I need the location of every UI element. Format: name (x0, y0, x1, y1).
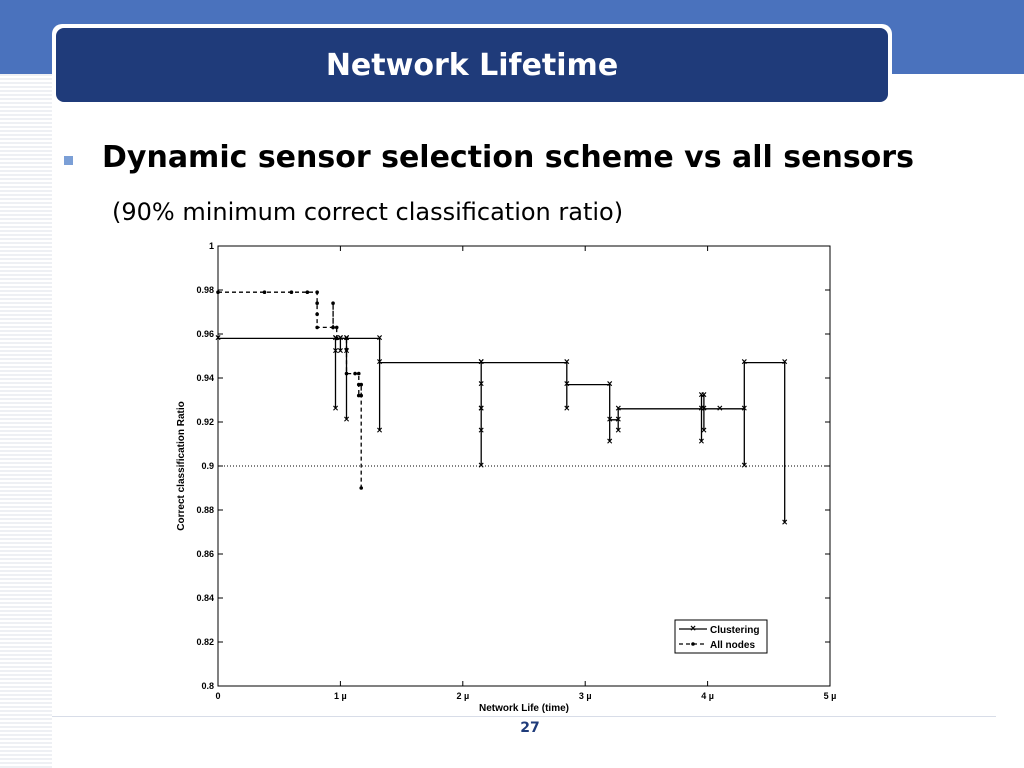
data-point-clustering: × (701, 390, 707, 401)
data-point-all-nodes (359, 486, 364, 490)
data-point-clustering: × (741, 461, 747, 472)
x-tick-label: 1 µ (334, 691, 347, 701)
data-point-clustering: × (377, 333, 383, 344)
data-point-clustering: × (215, 333, 221, 344)
y-tick-label: 1 (209, 241, 214, 251)
slide-title: Network Lifetime (325, 47, 619, 83)
data-point-clustering: × (564, 403, 570, 414)
data-point-clustering: × (478, 425, 484, 436)
data-point-clustering: × (333, 346, 339, 357)
y-tick-label: 0.94 (196, 373, 214, 383)
data-point-clustering: × (478, 357, 484, 368)
data-point-all-nodes (315, 312, 319, 316)
data-point-all-nodes (216, 290, 220, 294)
data-point-all-nodes (344, 371, 349, 376)
title-bar: Network Lifetime (56, 28, 888, 102)
x-tick-label: 5 µ (824, 691, 837, 701)
data-point-clustering: × (699, 390, 705, 401)
data-point-clustering: × (782, 518, 788, 529)
series-layer: ××××××××××××××××××××××××××××××××××××××××… (215, 290, 788, 529)
data-point-all-nodes (334, 336, 339, 341)
data-point-clustering: × (377, 425, 383, 436)
data-point-all-nodes (315, 290, 319, 294)
y-tick-label: 0.9 (201, 461, 214, 471)
data-point-clustering: × (333, 403, 339, 414)
data-point-all-nodes (344, 347, 349, 352)
data-point-clustering: × (337, 346, 343, 357)
x-tick-label: 3 µ (579, 691, 592, 701)
x-axis-title: Network Life (time) (479, 703, 569, 714)
x-tick-label: 0 (215, 691, 220, 701)
data-point-all-nodes (353, 371, 357, 376)
y-tick-label: 0.82 (196, 637, 214, 647)
legend-label-all-nodes: All nodes (710, 640, 755, 651)
y-tick-label: 0.8 (201, 681, 214, 691)
legend-marker-all-nodes (691, 642, 695, 646)
data-point-all-nodes (305, 290, 310, 294)
legend-label-clustering: Clustering (710, 625, 759, 636)
data-point-clustering: × (607, 379, 613, 390)
data-point-clustering: × (782, 357, 788, 368)
data-point-clustering: × (701, 425, 707, 436)
data-point-all-nodes (315, 325, 319, 330)
chart: 0 1 µ 2 µ 3 µ 4 µ 5 µ 0.8 0.82 0.84 0.86 0.88 0.9 0.… (176, 241, 836, 714)
data-point-clustering: × (344, 346, 350, 357)
data-point-clustering: × (701, 403, 707, 414)
data-point-clustering: × (741, 357, 747, 368)
y-tick-label: 0.86 (196, 549, 214, 559)
left-stripes (0, 74, 52, 768)
data-point-clustering: × (478, 379, 484, 390)
slide-subheading: (90% minimum correct classification rati… (112, 198, 624, 226)
data-point-clustering: × (717, 403, 723, 414)
data-point-all-nodes (262, 290, 267, 294)
x-tick-label: 2 µ (456, 691, 469, 701)
page-number: 27 (520, 720, 540, 736)
data-point-clustering: × (377, 357, 383, 368)
data-point-all-nodes (359, 382, 364, 387)
data-point-clustering: × (741, 403, 747, 414)
data-point-clustering: × (615, 414, 621, 425)
data-point-clustering: × (344, 414, 350, 425)
bullet-square (64, 156, 73, 165)
data-point-clustering: × (478, 403, 484, 414)
legend-marker-clustering: × (690, 624, 696, 635)
data-point-all-nodes (331, 301, 335, 305)
data-point-clustering: × (607, 414, 613, 425)
y-tick-label: 0.88 (196, 505, 214, 515)
legend: × Clustering All nodes (674, 619, 768, 654)
data-point-all-nodes (289, 290, 294, 294)
data-point-all-nodes (315, 301, 319, 305)
slide-heading: Dynamic sensor selection scheme vs all s… (102, 140, 914, 175)
y-tick-label: 0.96 (196, 329, 214, 339)
data-point-clustering: × (615, 403, 621, 414)
data-point-clustering: × (699, 436, 705, 447)
data-point-clustering: × (478, 403, 484, 414)
data-point-clustering: × (478, 461, 484, 472)
x-tick-label: 4 µ (701, 691, 714, 701)
data-point-all-nodes (356, 371, 361, 376)
footer-rule (52, 716, 996, 717)
data-point-all-nodes (334, 325, 339, 330)
legend-box (674, 619, 768, 654)
data-point-clustering: × (564, 379, 570, 390)
y-axis-title: Correct classification Ratio (176, 401, 187, 530)
y-tick-label: 0.92 (196, 417, 214, 427)
data-point-clustering: × (564, 357, 570, 368)
data-point-clustering: × (478, 357, 484, 368)
y-tick-label: 0.98 (196, 285, 214, 295)
y-tick-label: 0.84 (196, 593, 214, 603)
data-point-clustering: × (699, 403, 705, 414)
data-point-all-nodes (331, 325, 335, 330)
axis-ticks: 0 1 µ 2 µ 3 µ 4 µ 5 µ 0.8 0.82 0.84 0.86 0.88 0.9 0.… (196, 241, 836, 701)
data-point-clustering: × (615, 425, 621, 436)
data-point-all-nodes (359, 393, 364, 398)
data-point-clustering: × (607, 436, 613, 447)
data-point-all-nodes (344, 336, 349, 341)
